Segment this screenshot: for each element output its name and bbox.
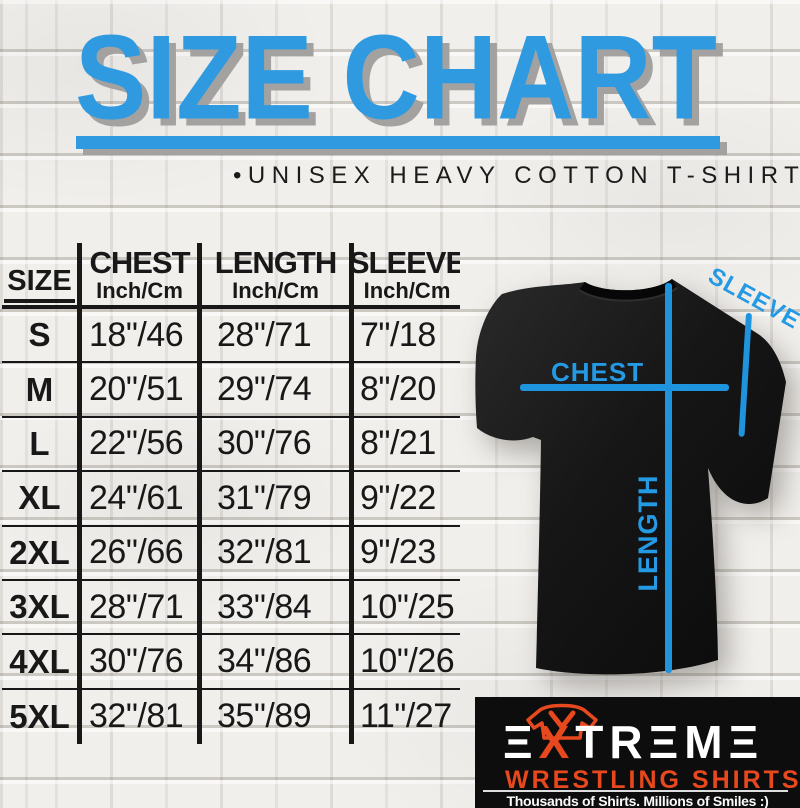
title-underline-bar: [76, 136, 720, 149]
cell-size: L: [2, 418, 77, 473]
cell-length: 29"/74: [197, 363, 349, 418]
cell-chest: 18"/46: [77, 309, 197, 364]
cell-length: 28"/71: [197, 309, 349, 364]
brand-letter: Ξ: [648, 716, 685, 768]
cell-size: S: [2, 309, 77, 364]
cell-length: 30"/76: [197, 417, 349, 473]
cell-chest: 24"/61: [77, 472, 197, 527]
tshirt-body: [475, 279, 786, 675]
chest-label: CHEST: [551, 357, 645, 387]
column-header-length: LENGTH Inch/Cm: [197, 243, 349, 309]
cell-size: 5XL: [9, 697, 70, 735]
size-table: SIZE CHEST Inch/Cm LENGTH Inch/Cm SLEEVE…: [2, 243, 460, 745]
cell-sleeve: 8"/21: [349, 417, 460, 473]
cell-length: 31"/79: [197, 472, 349, 527]
cell-size: XL: [2, 472, 77, 527]
cell-size: M: [2, 363, 77, 418]
brand-logo-box: ΞXTRΞMΞ WRESTLING SHIRTS Thousands of Sh…: [475, 697, 800, 808]
cell-length: 32"/81: [197, 526, 349, 581]
length-label: LENGTH: [632, 474, 663, 592]
cell-sleeve: 10"/26: [349, 635, 460, 690]
brand-letter: Ξ: [503, 716, 539, 768]
cell-size: 3XL: [2, 581, 77, 636]
length-measure-line: [665, 283, 672, 673]
brand-subtitle: WRESTLING SHIRTS: [505, 766, 800, 794]
column-header-size: SIZE: [2, 243, 77, 309]
page-title: SIZE CHART: [75, 9, 717, 145]
cell-chest: 32"/81: [77, 689, 197, 745]
brand-name: ΞXTRΞMΞ: [503, 719, 764, 765]
cell-chest: 26"/66: [77, 526, 197, 581]
cell-sleeve: 10"/25: [349, 580, 460, 636]
logo-divider: [483, 790, 788, 792]
cell-length: 35"/89: [197, 689, 349, 745]
brand-tagline: Thousands of Shirts. Millions of Smiles …: [506, 793, 769, 808]
product-subtitle: •UNISEX HEAVY COTTON T-SHIRT: [233, 162, 800, 189]
chest-measure-line: [520, 384, 729, 391]
cell-size: 2XL: [2, 527, 77, 581]
cell-size: 4XL: [2, 635, 77, 690]
cell-chest: 22"/56: [77, 417, 197, 473]
cell-sleeve: 8"/20: [349, 363, 460, 418]
column-header-sleeve: SLEEVE Inch/Cm: [349, 243, 460, 309]
column-header-size-label: SIZE: [4, 265, 75, 303]
brand-letter: Ξ: [728, 716, 765, 768]
cell-length: 33"/84: [197, 580, 349, 636]
brand-letter: R: [609, 716, 649, 768]
cell-chest: 30"/76: [77, 635, 197, 690]
brand-letter-x: X: [538, 716, 576, 768]
brand-letter: M: [684, 716, 729, 768]
cell-sleeve: 9"/23: [349, 526, 460, 581]
brand-letter: T: [575, 716, 610, 768]
cell-sleeve: 9"/22: [349, 472, 460, 527]
cell-chest: 20"/51: [77, 363, 197, 418]
cell-length: 34"/86: [197, 635, 349, 690]
brand-tshirt-icon: [526, 703, 598, 740]
cell-chest: 28"/71: [77, 580, 197, 636]
cell-sleeve: 7"/18: [349, 309, 460, 364]
cell-sleeve: 11"/27: [349, 689, 460, 745]
tshirt-collar: [579, 279, 677, 301]
column-header-chest: CHEST Inch/Cm: [77, 243, 197, 309]
